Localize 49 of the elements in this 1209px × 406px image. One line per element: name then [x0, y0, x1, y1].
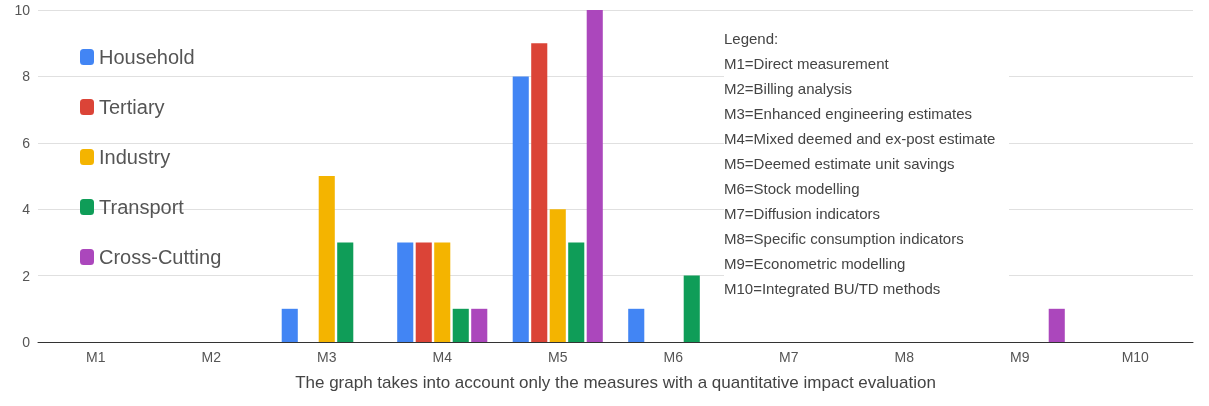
annotation: M1=Direct measurement [724, 55, 890, 72]
bar [471, 308, 488, 342]
bar [549, 209, 566, 342]
legend-label: Cross-Cutting [99, 246, 222, 268]
x-tick-label: M7 [779, 349, 799, 365]
bar [586, 10, 603, 342]
annotation: M10=Integrated BU/TD methods [724, 280, 941, 297]
y-tick-label: 6 [22, 134, 31, 151]
annotation: Legend: [724, 30, 779, 47]
x-tick-label: M10 [1121, 349, 1150, 365]
x-tick-label: M6 [663, 349, 684, 365]
annotation: M5=Deemed estimate unit savings [724, 155, 955, 172]
x-tick-label: M1 [86, 349, 106, 365]
x-tick-label: M3 [317, 349, 337, 365]
bar [318, 176, 335, 342]
legend-label: Industry [99, 146, 171, 168]
legend-label: Household [99, 46, 195, 68]
y-tick-label: 0 [22, 334, 31, 350]
bar [434, 242, 451, 342]
x-tick-label: M9 [1010, 349, 1030, 365]
x-axis-title: The graph takes into account only the measures with a quantitative impact evaluation [295, 373, 936, 392]
y-tick-label: 2 [22, 267, 31, 284]
bar [512, 76, 529, 342]
annotation: M6=Stock modelling [724, 180, 860, 197]
x-tick-label: M4 [432, 349, 453, 365]
x-tick-label: M5 [548, 349, 568, 365]
bar [531, 43, 548, 342]
bar [1048, 308, 1065, 342]
x-tick-label: M8 [894, 349, 915, 365]
legend-label: Transport [99, 196, 185, 218]
legend-label: Tertiary [99, 96, 165, 118]
bar [683, 275, 700, 342]
bar [337, 242, 354, 342]
bar [452, 308, 469, 342]
annotation: M9=Econometric modelling [724, 255, 906, 272]
y-tick-label: 8 [22, 68, 31, 85]
annotation: M4=Mixed deemed and ex-post estimate [724, 130, 996, 147]
bar [281, 308, 298, 342]
bar [397, 242, 414, 342]
annotation: M3=Enhanced engineering estimates [724, 105, 973, 122]
bar [415, 242, 432, 342]
x-tick-label: M2 [201, 349, 222, 365]
bar [568, 242, 585, 342]
annotation: M7=Diffusion indicators [724, 205, 881, 222]
y-tick-label: 4 [22, 201, 31, 218]
annotation: M2=Billing analysis [724, 80, 852, 97]
bar [628, 308, 645, 342]
y-tick-label: 10 [14, 2, 31, 18]
annotation: M8=Specific consumption indicators [724, 230, 964, 247]
